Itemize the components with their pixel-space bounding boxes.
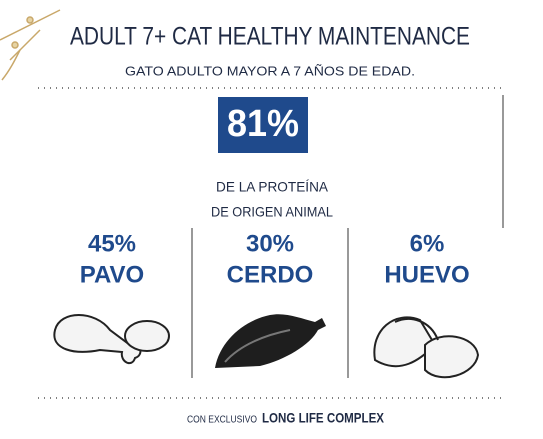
subtitle: GATO ADULTO MAYOR A 7 AÑOS DE EDAD.: [125, 63, 415, 78]
turkey-icon: [53, 314, 170, 365]
pork-icon: [215, 314, 326, 368]
highlight-caption: DE LA PROTEÍNA: [216, 179, 329, 195]
highlight-value: 81%: [227, 103, 299, 145]
footer-brand: LONG LIFE COMPLEX: [262, 410, 385, 426]
ingredient-percent: 30%: [246, 230, 294, 257]
ingredient-name: HUEVO: [384, 261, 469, 288]
decoration: [0, 9, 61, 81]
egg-icon: [373, 316, 480, 379]
footer-prefix: CON EXCLUSIVO: [187, 415, 257, 426]
highlight-box: [218, 97, 308, 153]
ingredient-percent: 6%: [410, 230, 445, 257]
ingredient-name: PAVO: [80, 261, 144, 288]
title: ADULT 7+ CAT HEALTHY MAINTENANCE: [70, 23, 470, 51]
ingredient-percent: 45%: [88, 230, 136, 257]
highlight-caption: DE ORIGEN ANIMAL: [211, 204, 333, 220]
ingredient-name: CERDO: [227, 261, 314, 288]
